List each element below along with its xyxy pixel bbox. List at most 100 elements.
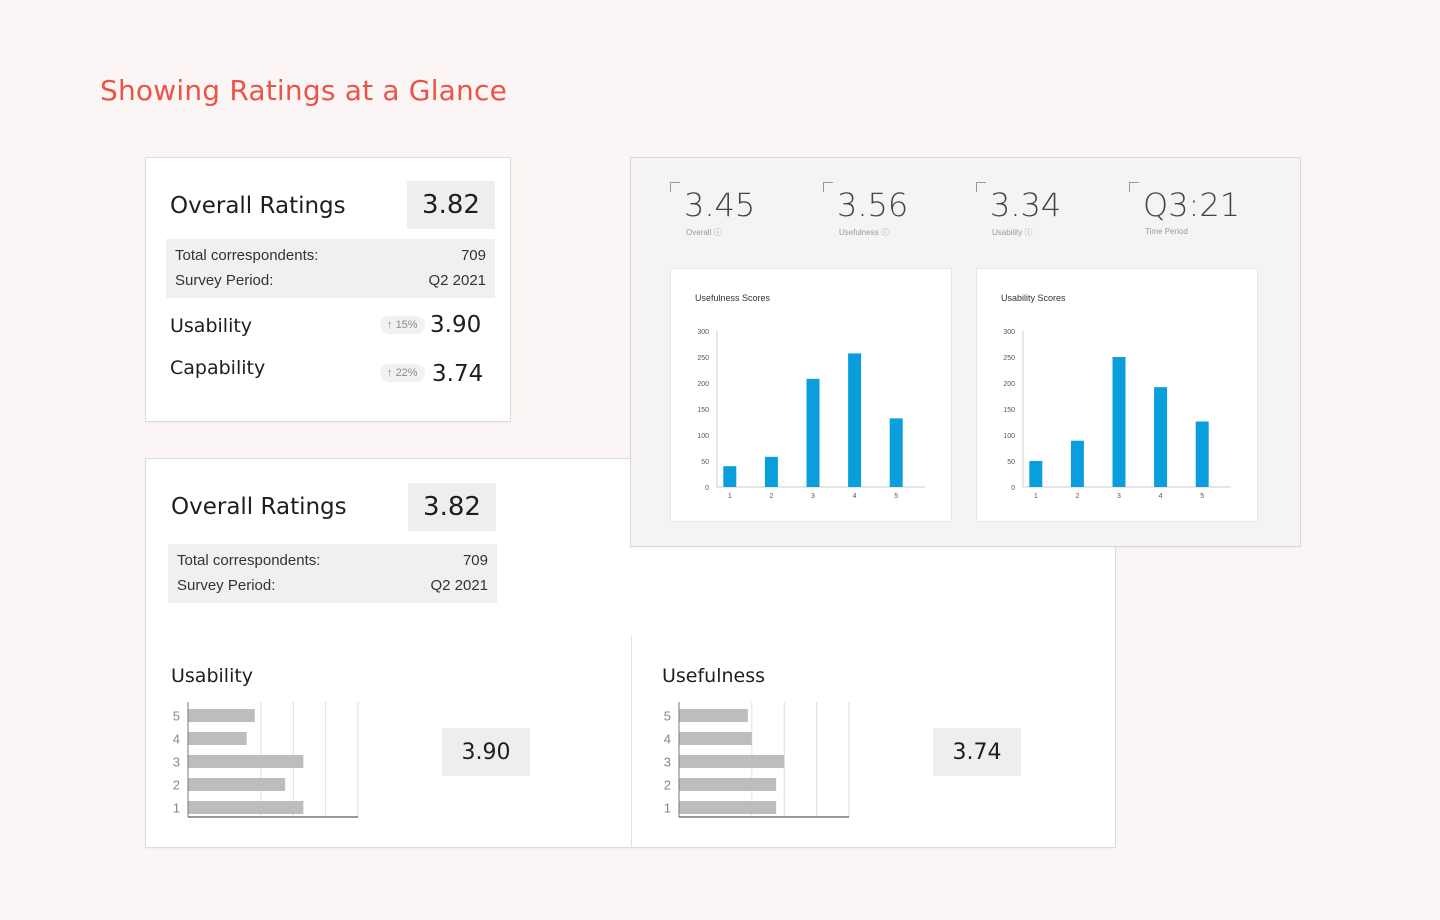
usability-value: 3.90 [430,312,482,338]
info-icon[interactable]: ⓘ [880,228,889,237]
kpi-value: 3.45 [684,186,756,224]
usability-delta-badge: ↑ 15% [380,316,425,334]
bar-2 [679,778,777,791]
x-tick-label: 3 [1117,493,1121,500]
usefulness-scores-chart: 0 50 100 150 200 250 300 1 2 3 4 5 [697,329,925,500]
bar-5 [188,709,255,722]
capability-delta-badge: ↑ 22% [380,364,425,382]
y-tick-label: 250 [697,355,709,362]
info-label: Total correspondents: [175,247,319,264]
usability-section-title: Usability [171,665,254,687]
info-label: Survey Period: [175,272,274,289]
x-tick-label: 1 [728,493,732,500]
usefulness-scores-chart-card: Usefulness Scores 0 50 100 150 200 250 300 1 2 3 4… [670,268,952,522]
usability-label: Usability [170,315,253,337]
corner-mark [823,182,833,192]
y-tick-label: 0 [705,485,709,492]
usability-scores-chart: 0 50 100 150 200 250 300 1 2 3 4 5 [1003,329,1231,500]
y-tick-label: 0 [1011,485,1015,492]
kpi-caption: Usability ⓘ [992,227,1032,238]
info-value: 709 [462,552,488,569]
delta-value: 22% [395,367,418,379]
y-tick-label: 4 [173,732,180,747]
overall-score: 3.82 [407,181,495,229]
info-row-correspondents: Total correspondents: 709 [177,552,488,569]
y-tick-label: 300 [1003,329,1015,336]
y-tick-label: 3 [173,755,180,770]
y-tick-label: 100 [697,433,709,440]
y-tick-label: 250 [1003,355,1015,362]
kpi-caption: Overall ⓘ [686,227,722,238]
arrow-up-icon: ↑ [387,319,393,331]
corner-mark [1129,182,1139,192]
y-tick-label: 100 [1003,433,1015,440]
kpi-value: 3.56 [837,186,909,224]
dashboard-panel: 3.45 Overall ⓘ 3.56 Usefulness ⓘ 3.34 Us… [630,157,1301,547]
kpi-value: 3.34 [990,186,1062,224]
chart-title: Usefulness Scores [695,293,771,303]
delta-value: 15% [395,319,418,331]
usefulness-distribution-chart: 5 4 3 2 1 [664,702,850,818]
y-tick-label: 3 [664,755,671,770]
x-tick-label: 4 [1159,493,1163,500]
bar-4 [188,732,247,745]
usefulness-score: 3.74 [933,728,1021,776]
survey-info-box: Total correspondents: 709 Survey Period:… [168,544,497,603]
bar-5 [1195,421,1209,487]
x-tick-label: 4 [853,493,857,500]
bar-2 [188,778,286,791]
overall-ratings-card: Overall Ratings 3.82 Total correspondent… [145,157,511,422]
bar-1 [679,801,777,814]
bar-4 [679,732,752,745]
capability-value: 3.74 [432,361,484,387]
x-tick-label: 5 [1200,493,1204,500]
kpi-caption-text: Overall [686,228,712,237]
bar-3 [806,378,820,487]
info-label: Total correspondents: [177,552,321,569]
info-row-survey-period: Survey Period: Q2 2021 [175,272,486,289]
y-tick-label: 2 [173,778,180,793]
usability-distribution-chart: 5 4 3 2 1 [173,702,359,818]
y-tick-label: 2 [664,778,671,793]
kpi-overall: 3.45 Overall ⓘ [670,182,800,242]
y-tick-label: 1 [173,801,180,816]
info-label: Survey Period: [177,577,276,594]
usefulness-section-title: Usefulness [662,665,766,687]
bar-3 [188,755,304,768]
bar-1 [188,801,304,814]
bar-5 [889,418,903,487]
corner-mark [976,182,986,192]
info-value: 709 [460,247,486,264]
page-title: Showing Ratings at a Glance [100,74,508,107]
kpi-value: Q3:21 [1143,186,1241,224]
usability-score: 3.90 [442,728,530,776]
y-tick-label: 300 [697,329,709,336]
info-icon[interactable]: ⓘ [1024,228,1033,237]
kpi-caption-text: Usefulness [839,228,879,237]
bar-4 [848,353,862,487]
y-tick-label: 150 [697,407,709,414]
bar-4 [1154,387,1168,487]
y-tick-label: 5 [664,709,671,724]
bar-3 [1112,357,1126,487]
y-tick-label: 5 [173,709,180,724]
capability-label: Capability [170,357,266,379]
bar-2 [764,456,778,487]
y-tick-label: 50 [1007,459,1015,466]
overall-score: 3.82 [408,483,496,531]
x-tick-label: 5 [894,493,898,500]
x-tick-label: 2 [769,493,773,500]
kpi-time-period: Q3:21 Time Period [1129,182,1259,242]
kpi-caption-text: Usability [992,228,1023,237]
kpi-caption-text: Time Period [1145,227,1188,236]
bar-3 [679,755,785,768]
kpi-usefulness: 3.56 Usefulness ⓘ [823,182,953,242]
kpi-usability: 3.34 Usability ⓘ [976,182,1106,242]
usability-scores-chart-card: Usability Scores 0 50 100 150 200 250 300 1 2 3 4 5 [976,268,1258,522]
bar-1 [723,466,737,487]
y-tick-label: 200 [1003,381,1015,388]
info-value: Q2 2021 [428,272,486,289]
y-tick-label: 150 [1003,407,1015,414]
info-icon[interactable]: ⓘ [713,228,722,237]
info-row-survey-period: Survey Period: Q2 2021 [177,577,488,594]
